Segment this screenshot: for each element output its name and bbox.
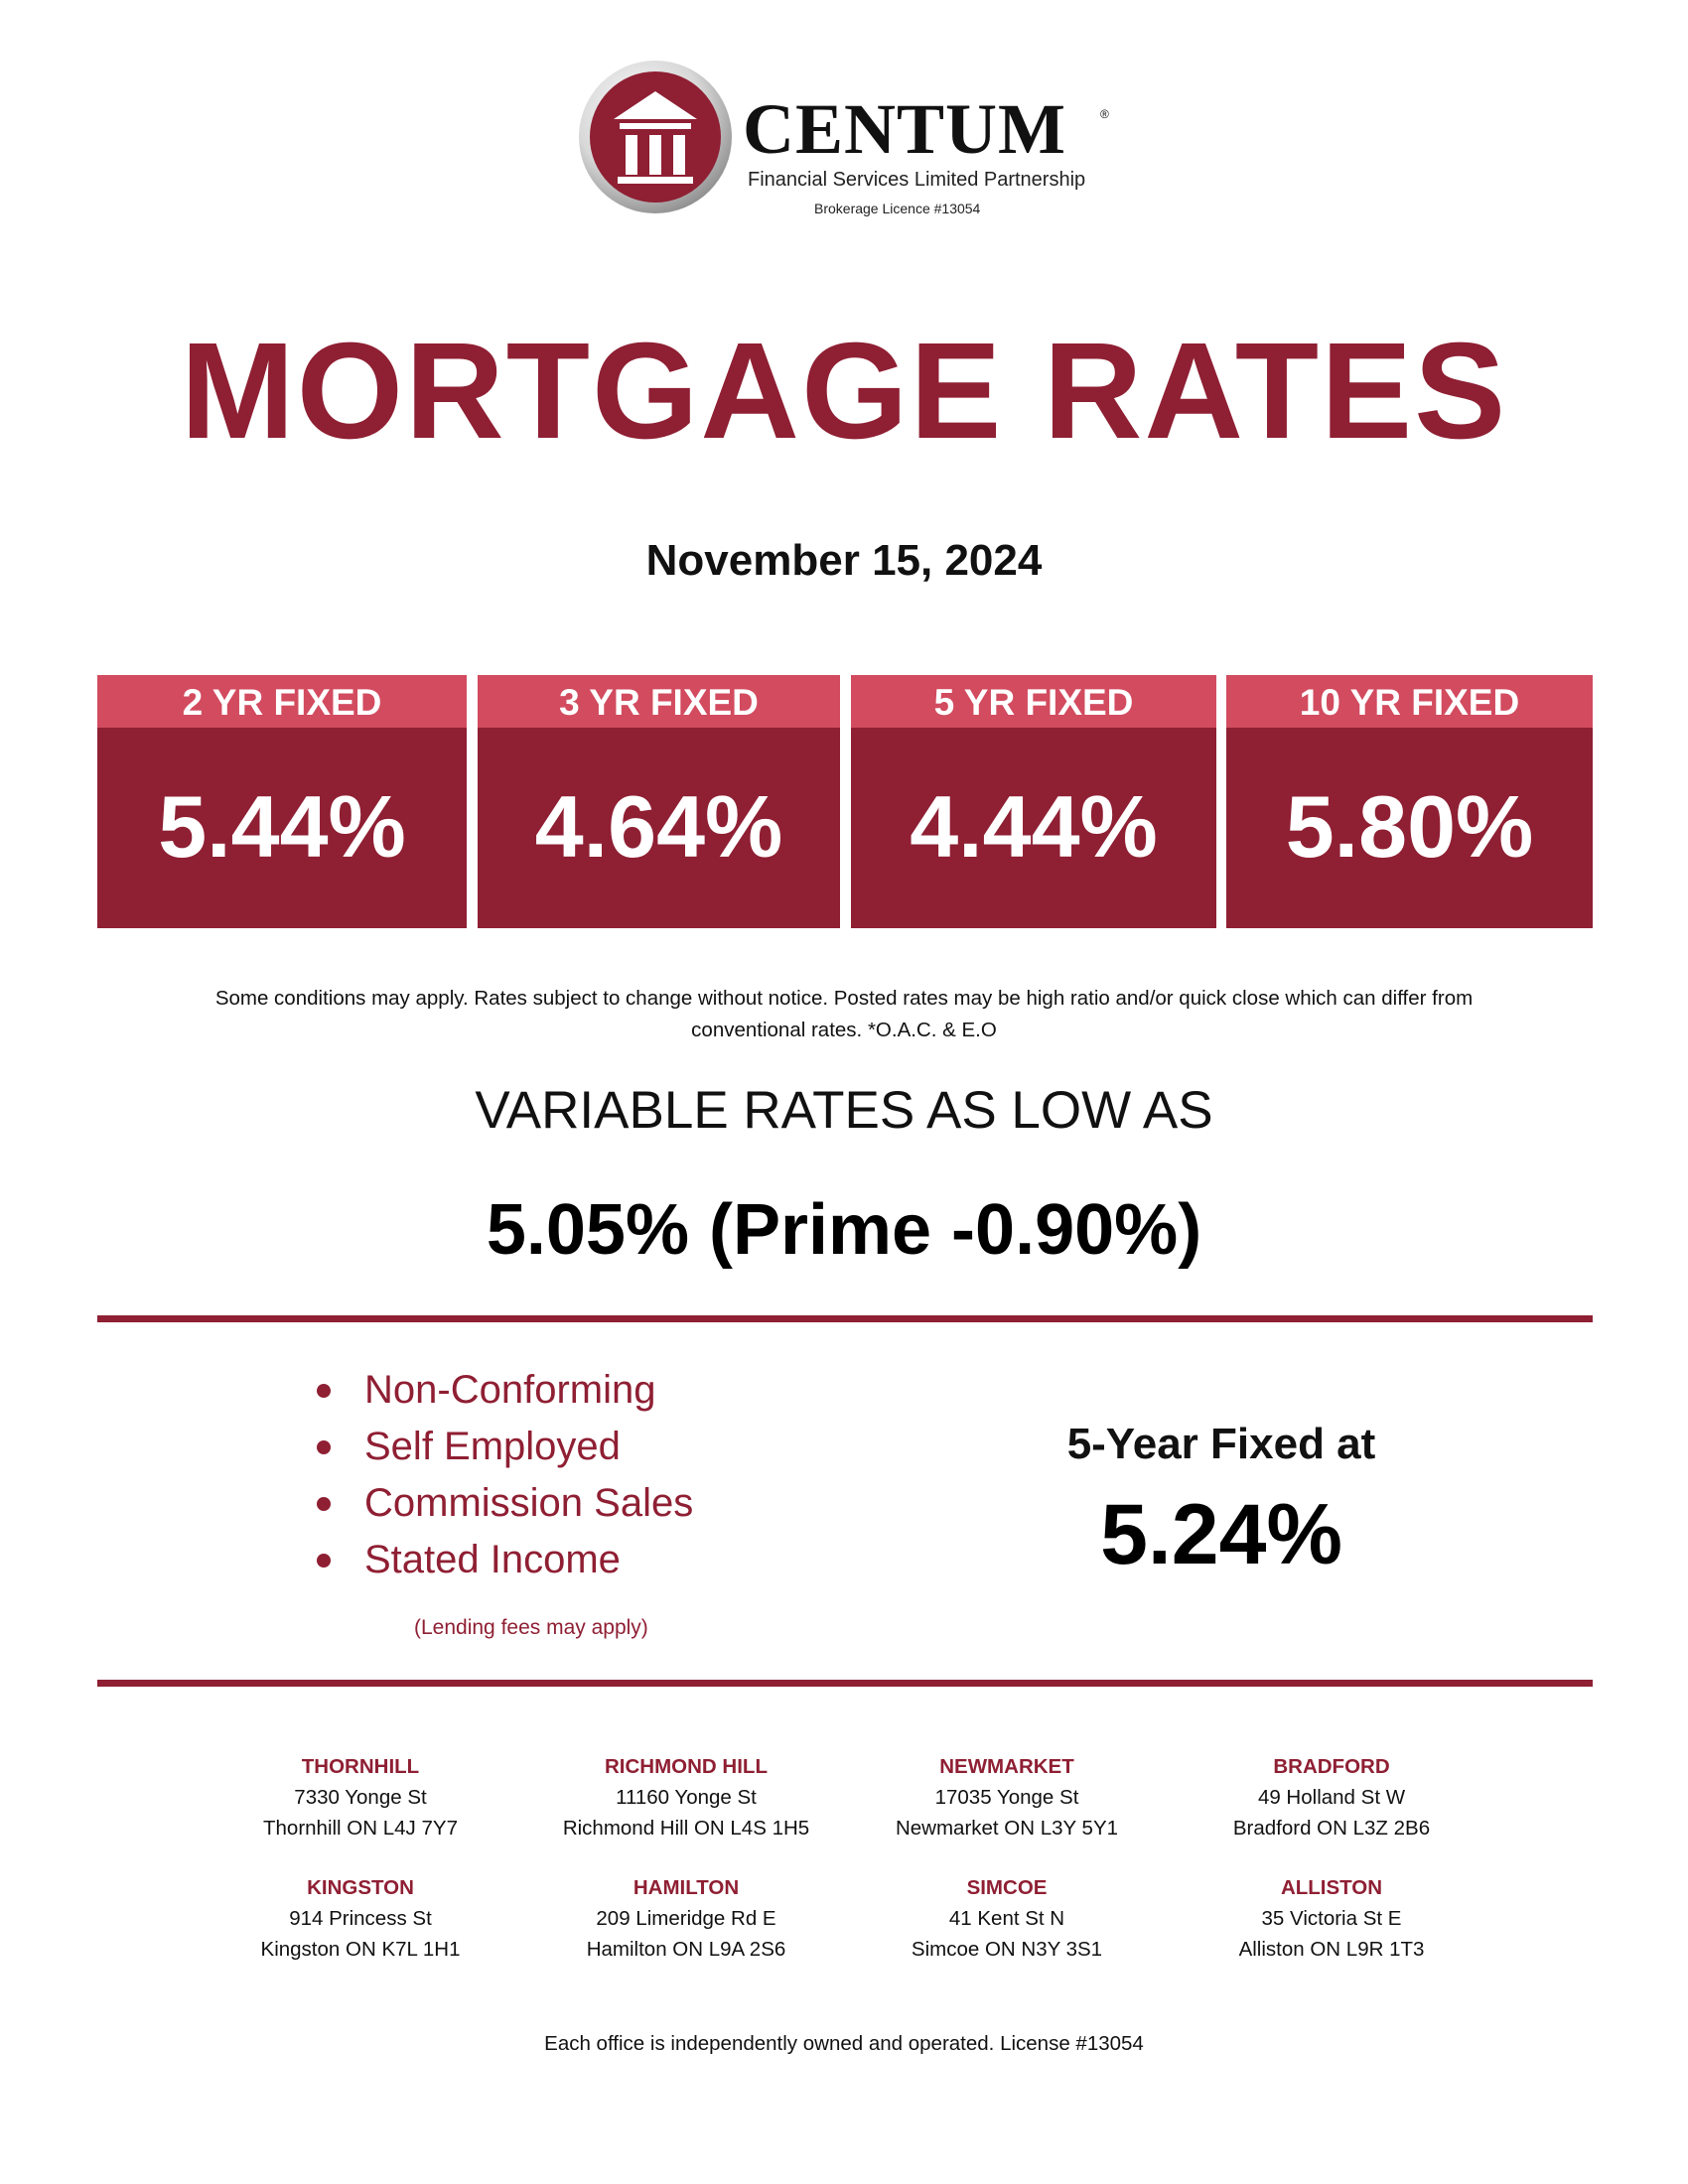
footer-note: Each office is independently owned and o…: [544, 2032, 1144, 2055]
office-street: 35 Victoria St E: [1261, 1907, 1402, 1930]
office-city: Bradford ON L3Z 2B6: [1232, 1817, 1431, 1840]
office-street: 7330 Yonge St: [294, 1786, 427, 1809]
office-newmarket: NEWMARKET 17035 Yonge St Newmarket ON L3…: [848, 1751, 1166, 1843]
rate-term: 2 YR FIXED: [97, 675, 467, 728]
lending-fees-note: (Lending fees may apply): [414, 1616, 648, 1639]
rate-value: 4.44%: [910, 777, 1158, 876]
rate-card-10yr: 10 YR FIXED 5.80%: [1226, 675, 1593, 928]
logo-subtitle: Financial Services Limited Partnership: [748, 169, 1086, 191]
rate-value: 4.64%: [534, 777, 783, 876]
special-programs-list: Non-Conforming Self Employed Commission …: [310, 1362, 693, 1588]
office-street: 17035 Yonge St: [934, 1786, 1079, 1809]
disclaimer-line: conventional rates. *O.A.C. & E.O: [691, 1019, 997, 1041]
centum-logo: CENTUM ® Financial Services Limited Part…: [576, 58, 1112, 226]
office-kingston: KINGSTON 914 Princess St Kingston ON K7L…: [202, 1872, 519, 1965]
rate-term: 3 YR FIXED: [478, 675, 840, 728]
office-city: Hamilton ON L9A 2S6: [586, 1938, 786, 1961]
divider: [97, 1315, 1593, 1322]
list-item: Non-Conforming: [310, 1362, 693, 1419]
rate-card-5yr: 5 YR FIXED 4.44%: [851, 675, 1216, 928]
variable-rates-label: VARIABLE RATES AS LOW AS: [475, 1081, 1213, 1140]
office-city: Kingston ON K7L 1H1: [260, 1938, 461, 1961]
special-fixed-label: 5-Year Fixed at: [1066, 1420, 1376, 1468]
office-name: SIMCOE: [966, 1876, 1048, 1899]
list-item: Self Employed: [310, 1419, 693, 1475]
office-name: NEWMARKET: [939, 1755, 1074, 1778]
rate-term: 10 YR FIXED: [1226, 675, 1593, 728]
office-street: 209 Limeridge Rd E: [596, 1907, 776, 1930]
registered-mark: ®: [1100, 107, 1109, 121]
office-street: 49 Holland St W: [1257, 1786, 1406, 1809]
office-city: Thornhill ON L4J 7Y7: [263, 1817, 458, 1840]
office-name: BRADFORD: [1273, 1755, 1390, 1778]
office-city: Simcoe ON N3Y 3S1: [911, 1938, 1103, 1961]
disclaimer: Some conditions may apply. Rates subject…: [119, 983, 1569, 1046]
office-richmond-hill: RICHMOND HILL 11160 Yonge St Richmond Hi…: [527, 1751, 845, 1843]
office-bradford: BRADFORD 49 Holland St W Bradford ON L3Z…: [1173, 1751, 1490, 1843]
office-thornhill: THORNHILL 7330 Yonge St Thornhill ON L4J…: [202, 1751, 519, 1843]
rate-value: 5.80%: [1285, 777, 1534, 876]
rate-term: 5 YR FIXED: [851, 675, 1216, 728]
list-item: Stated Income: [310, 1532, 693, 1588]
rates-date: November 15, 2024: [645, 536, 1043, 585]
office-name: RICHMOND HILL: [605, 1755, 768, 1778]
office-city: Newmarket ON L3Y 5Y1: [895, 1817, 1119, 1840]
office-street: 914 Princess St: [289, 1907, 432, 1930]
office-name: ALLISTON: [1280, 1876, 1383, 1899]
rate-value: 5.44%: [158, 777, 406, 876]
office-name: HAMILTON: [633, 1876, 740, 1899]
rate-card-3yr: 3 YR FIXED 4.64%: [478, 675, 840, 928]
rate-card-2yr: 2 YR FIXED 5.44%: [97, 675, 467, 928]
office-simcoe: SIMCOE 41 Kent St N Simcoe ON N3Y 3S1: [848, 1872, 1166, 1965]
page-title: MORTGAGE RATES: [180, 315, 1508, 468]
disclaimer-line: Some conditions may apply. Rates subject…: [214, 987, 1474, 1010]
office-name: THORNHILL: [301, 1755, 420, 1778]
office-street: 41 Kent St N: [948, 1907, 1065, 1930]
office-hamilton: HAMILTON 209 Limeridge Rd E Hamilton ON …: [527, 1872, 845, 1965]
divider: [97, 1680, 1593, 1687]
logo-licence: Brokerage Licence #13054: [814, 201, 981, 216]
office-alliston: ALLISTON 35 Victoria St E Alliston ON L9…: [1173, 1872, 1490, 1965]
office-street: 11160 Yonge St: [616, 1786, 757, 1809]
special-fixed-value: 5.24%: [1100, 1487, 1342, 1582]
variable-rate-value: 5.05% (Prime -0.90%): [486, 1190, 1202, 1270]
bank-building-icon: [579, 61, 732, 213]
list-item: Commission Sales: [310, 1475, 693, 1532]
office-name: KINGSTON: [307, 1876, 414, 1899]
office-city: Alliston ON L9R 1T3: [1238, 1938, 1425, 1961]
office-city: Richmond Hill ON L4S 1H5: [562, 1817, 810, 1840]
logo-wordmark: CENTUM: [743, 89, 1066, 169]
